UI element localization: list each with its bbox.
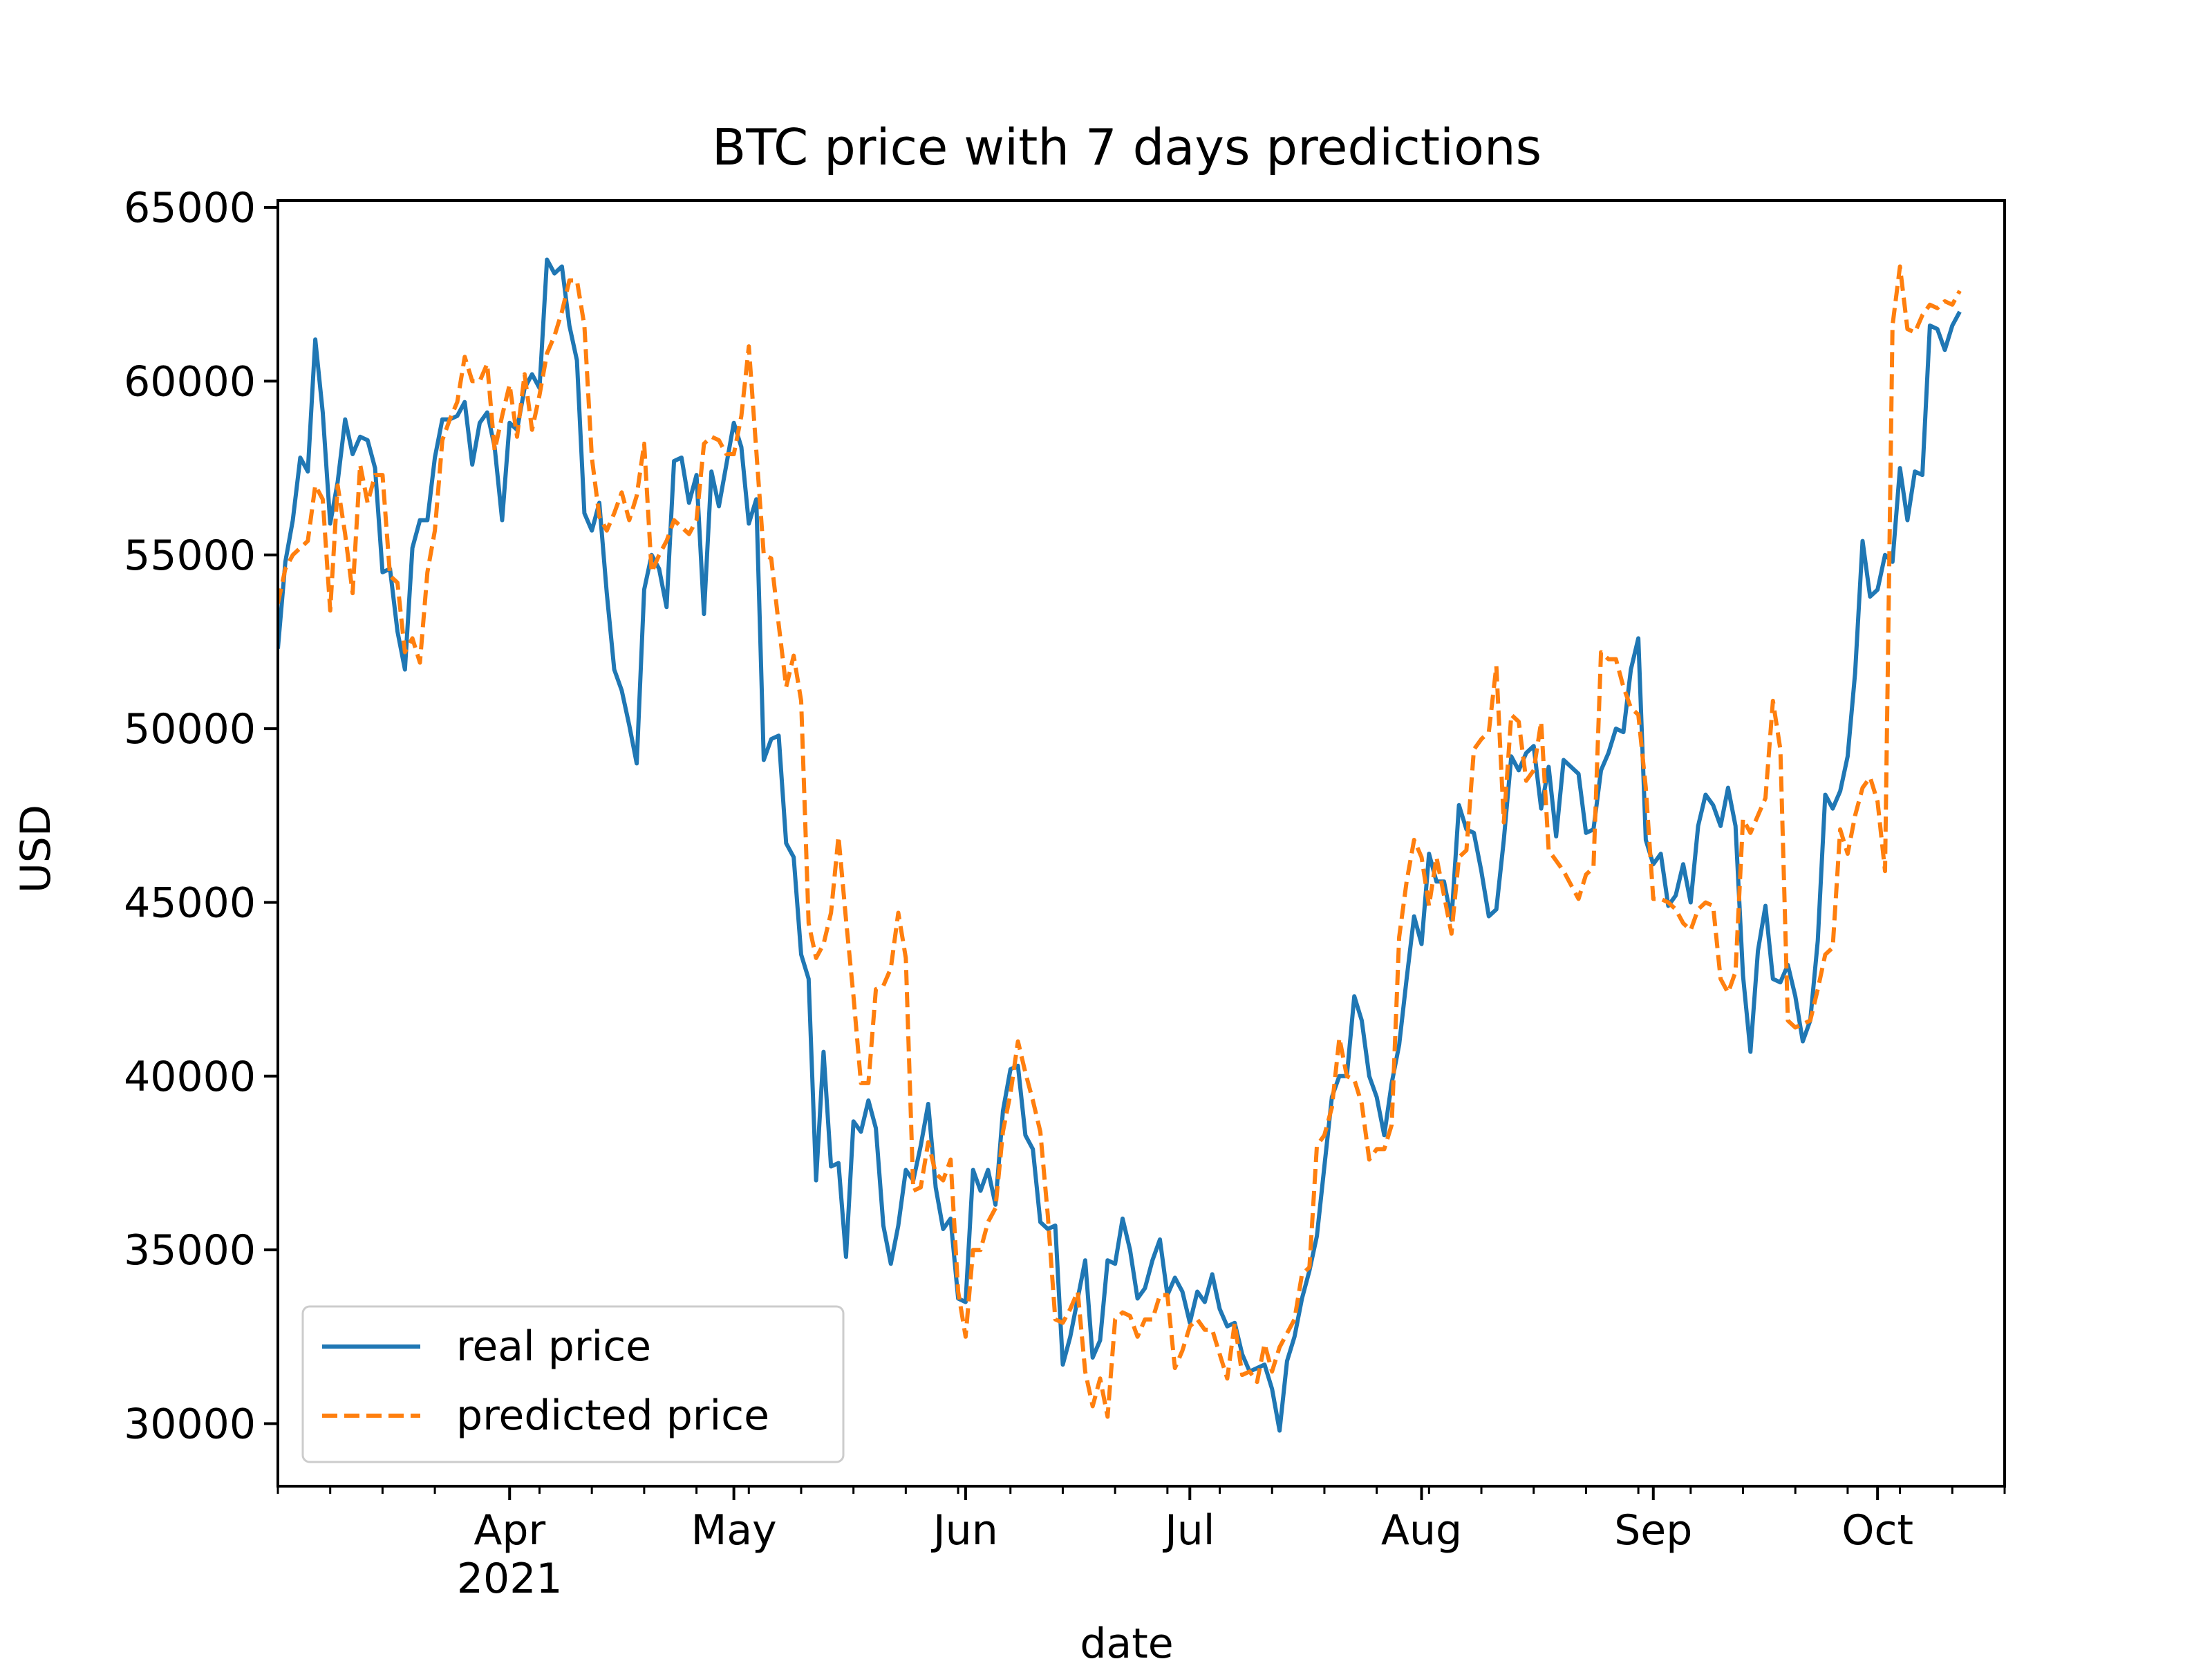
y-axis: 30000 35000 40000 45000 50000 55000 60000 65000 xyxy=(124,184,278,1449)
y-tick-label: 55000 xyxy=(124,532,256,580)
x-tick-label: Sep xyxy=(1614,1506,1692,1555)
series-line-predicted-price xyxy=(278,264,1962,1419)
legend-box xyxy=(301,1305,845,1463)
y-tick-label: 35000 xyxy=(124,1226,256,1275)
y-axis-label: USD xyxy=(12,805,60,893)
chart-title: BTC price with 7 days predictions xyxy=(712,118,1541,176)
x-tick-label: Jun xyxy=(930,1506,998,1555)
series-line-real-price xyxy=(278,257,1962,1433)
x-tick-label: Aug xyxy=(1381,1506,1462,1555)
legend-real-price-label: real price xyxy=(456,1322,651,1371)
y-tick-label: 30000 xyxy=(124,1400,256,1449)
x-axis-label: date xyxy=(1080,1620,1173,1659)
legend: real price predicted price xyxy=(301,1305,845,1463)
y-tick-label: 40000 xyxy=(124,1053,256,1101)
y-tick-label: 60000 xyxy=(124,357,256,406)
x-tick-label: Oct xyxy=(1841,1506,1913,1555)
x-tick-sublabel: 2021 xyxy=(457,1555,563,1603)
x-tick-label: Apr xyxy=(474,1506,545,1555)
plot-area xyxy=(278,257,1962,1433)
legend-predicted-price-label: predicted price xyxy=(456,1391,769,1440)
y-tick-label: 45000 xyxy=(124,879,256,927)
plot-frame xyxy=(276,199,2006,1488)
x-tick-label: Jul xyxy=(1162,1506,1215,1555)
y-tick-label: 50000 xyxy=(124,705,256,753)
x-tick-label: May xyxy=(691,1506,777,1555)
y-tick-label: 65000 xyxy=(124,184,256,232)
